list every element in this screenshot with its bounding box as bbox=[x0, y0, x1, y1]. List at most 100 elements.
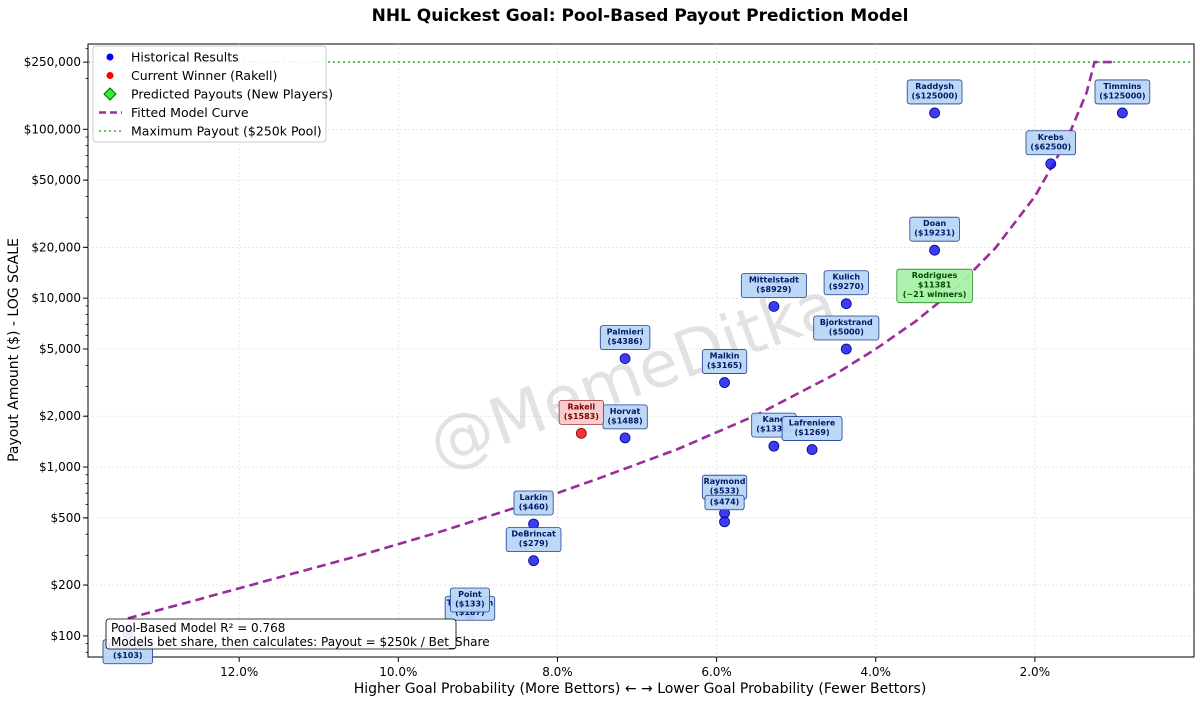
y-axis-ticks: $100 $200 $500 $1,000 $2,000 $5,000 $10,000 $20… bbox=[24, 48, 88, 653]
y-tick-label: $20,000 bbox=[31, 240, 81, 254]
historical-label: Kulich($9270) bbox=[823, 270, 869, 296]
historical-label: Point($133) bbox=[449, 587, 490, 613]
label-text: Horvat bbox=[610, 407, 641, 416]
label-text: Rakell bbox=[568, 402, 596, 411]
label-text: Kane bbox=[763, 415, 786, 424]
historical-label: Larkin($460) bbox=[513, 490, 554, 516]
historical-point bbox=[719, 516, 730, 528]
label-text: ($3165) bbox=[707, 361, 742, 370]
label-text: Timmins bbox=[1103, 82, 1141, 91]
label-text: Lafreniere bbox=[789, 419, 836, 428]
y-tick-label: $10,000 bbox=[31, 291, 81, 305]
legend: Historical Results Current Winner (Rakell… bbox=[92, 45, 333, 143]
legend-label: Current Winner (Rakell) bbox=[131, 68, 277, 83]
historical-point bbox=[528, 555, 539, 567]
y-tick-label: $200 bbox=[50, 578, 81, 592]
label-box bbox=[813, 315, 880, 341]
historical-point bbox=[806, 444, 818, 455]
historical-label: Palmieri($4386) bbox=[599, 325, 651, 351]
label-text: ($125000) bbox=[911, 91, 957, 100]
chart-title: NHL Quickest Goal: Pool-Based Payout Pre… bbox=[372, 6, 909, 26]
historical-label: Doan($19231) bbox=[909, 216, 960, 242]
historical-label: Horvat($1488) bbox=[602, 404, 648, 430]
label-text: Point bbox=[458, 590, 482, 599]
current-winner-point bbox=[575, 427, 587, 439]
x-tick-label: 8.0% bbox=[542, 665, 573, 679]
label-text: Larkin bbox=[519, 493, 548, 502]
label-text: ($1583) bbox=[564, 412, 599, 421]
label-text: Palmieri bbox=[607, 328, 644, 337]
label-text: Kulich bbox=[832, 273, 860, 282]
historical-label: Timmins($125000) bbox=[1094, 79, 1151, 105]
historical-label: Raddysh($125000) bbox=[906, 79, 963, 105]
label-box bbox=[909, 216, 960, 242]
label-text: Raddysh bbox=[915, 82, 954, 91]
predicted-label: Rodrigues$11381(~21 winners) bbox=[896, 268, 973, 304]
label-text: DeBrincat bbox=[511, 530, 556, 539]
label-text: (~21 winners) bbox=[903, 290, 967, 299]
label-text: $11381 bbox=[918, 281, 952, 290]
label-text: Krebs bbox=[1038, 133, 1064, 142]
label-box bbox=[781, 416, 843, 441]
legend-label: Maximum Payout ($250k Pool) bbox=[131, 124, 322, 139]
y-tick-label: $50,000 bbox=[31, 173, 81, 187]
historical-point bbox=[1116, 107, 1128, 119]
legend-marker bbox=[103, 87, 117, 101]
plot-frame bbox=[87, 43, 1195, 658]
y-tick-label: $5,000 bbox=[39, 342, 81, 356]
historical-label: Bjorkstrand($5000) bbox=[813, 315, 880, 341]
historical-point bbox=[929, 244, 941, 256]
label-box bbox=[740, 273, 807, 298]
winner-label: Rakell($1583) bbox=[558, 399, 604, 425]
x-tick-label: 12.0% bbox=[220, 665, 258, 679]
label-text: Mittelstadt bbox=[749, 275, 799, 284]
y-tick-label: $100,000 bbox=[24, 122, 81, 136]
historical-point bbox=[1045, 158, 1057, 170]
historical-label: Malkin($3165) bbox=[701, 349, 748, 374]
legend-marker bbox=[106, 72, 114, 79]
r2-annotation: Pool-Based Model R² = 0.768 Models bet s… bbox=[105, 618, 490, 650]
legend-box bbox=[92, 45, 327, 143]
annotation-line-2: Models bet share, then calculates: Payou… bbox=[111, 635, 490, 649]
historical-point bbox=[929, 107, 941, 119]
label-text: Rodrigues bbox=[912, 271, 958, 280]
y-tick-label: $2,000 bbox=[39, 409, 81, 423]
annotation-line-1: Pool-Based Model R² = 0.768 bbox=[111, 621, 285, 635]
historical-label: Lafreniere($1269) bbox=[781, 416, 843, 441]
legend-label: Predicted Payouts (New Players) bbox=[131, 87, 333, 102]
label-box bbox=[513, 490, 554, 516]
label-text: Doan bbox=[923, 219, 947, 228]
legend-label: Historical Results bbox=[131, 50, 239, 65]
label-text: ($474) bbox=[710, 497, 740, 506]
historical-point bbox=[768, 301, 780, 312]
label-box bbox=[704, 494, 745, 511]
historical-label: Krebs($62500) bbox=[1025, 130, 1076, 156]
x-axis-ticks: 12.0% 10.0% 8.0% 6.0% 4.0% 2.0% bbox=[220, 657, 1050, 679]
label-text: ($279) bbox=[519, 539, 549, 548]
watermark: @MemeDitka bbox=[419, 267, 846, 483]
historical-label: Raymond($533) bbox=[701, 474, 748, 500]
label-text: ($9270) bbox=[829, 282, 864, 291]
y-axis-label: Payout Amount ($) - LOG SCALE bbox=[6, 238, 22, 462]
label-text: ($1269) bbox=[794, 428, 829, 437]
y-tick-label: $1,000 bbox=[39, 460, 81, 474]
label-text: ($133) bbox=[455, 599, 485, 608]
label-text: ($533) bbox=[710, 487, 740, 496]
label-box bbox=[449, 587, 490, 613]
historical-label: ($474) bbox=[704, 494, 745, 511]
grid bbox=[88, 44, 1194, 657]
label-text: Malkin bbox=[710, 352, 740, 361]
historical-point bbox=[719, 377, 730, 388]
historical-label: Mittelstadt($8929) bbox=[740, 273, 807, 298]
label-text: ($62500) bbox=[1030, 142, 1071, 151]
label-text: ($5000) bbox=[829, 328, 864, 337]
label-box bbox=[1094, 79, 1151, 105]
label-box bbox=[896, 268, 973, 304]
label-text: ($103) bbox=[113, 651, 143, 660]
label-box bbox=[558, 399, 604, 425]
label-text: ($125000) bbox=[1099, 91, 1145, 100]
label-text: ($4386) bbox=[608, 337, 643, 346]
label-box bbox=[823, 270, 869, 296]
x-tick-label: 2.0% bbox=[1020, 665, 1051, 679]
